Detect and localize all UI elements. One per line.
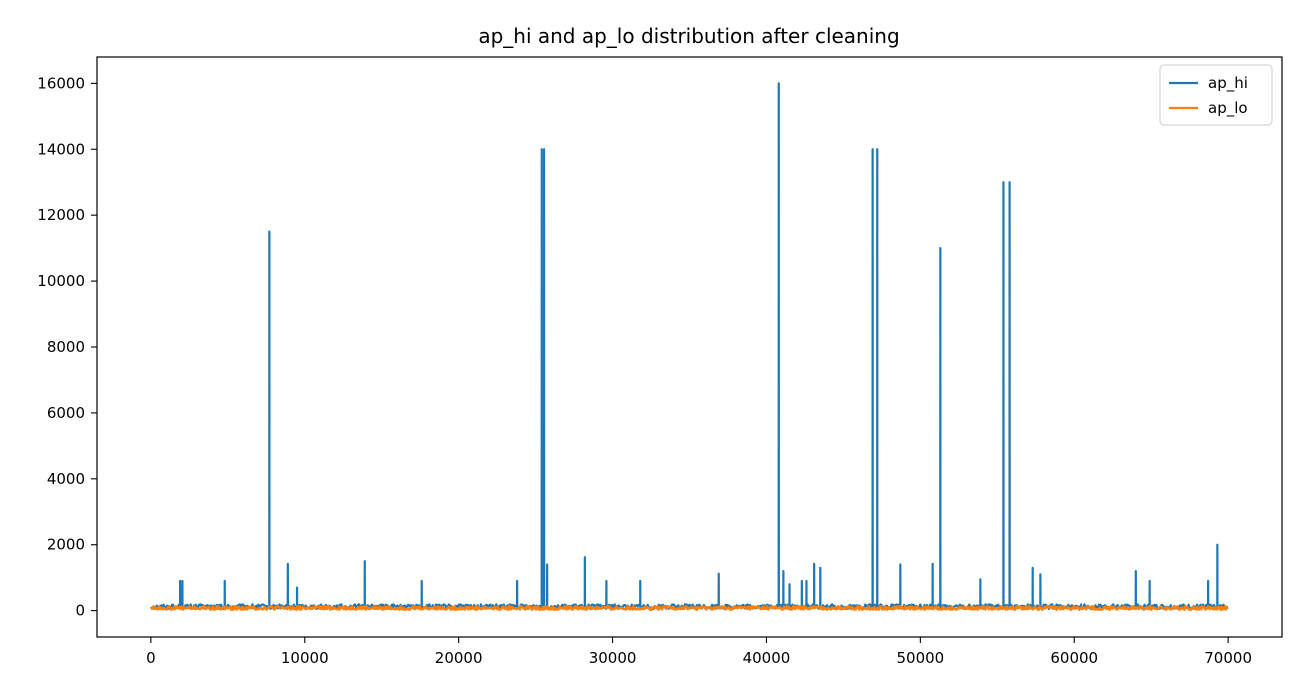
legend-box	[1159, 64, 1273, 126]
x-tick-label: 60000	[1050, 649, 1098, 667]
y-tick-label: 12000	[37, 206, 85, 224]
y-tick-label: 6000	[47, 404, 85, 422]
axes-frame	[96, 56, 1283, 638]
x-tick-label: 10000	[281, 649, 329, 667]
x-tick-label: 50000	[896, 649, 944, 667]
y-tick-label: 10000	[37, 272, 85, 290]
y-tick-label: 0	[75, 602, 85, 620]
y-tick-label: 4000	[47, 470, 85, 488]
y-tick-label: 14000	[37, 140, 85, 158]
chart-title: ap_hi and ap_lo distribution after clean…	[478, 24, 899, 48]
legend-label-ap-hi: ap_hi	[1208, 74, 1248, 93]
axes: 0 10000 20000 30000 40000 50000 60000 70000 0 200…	[37, 56, 1283, 667]
x-tick-label: 40000	[743, 649, 791, 667]
x-tick-label: 0	[146, 649, 156, 667]
plot-area	[150, 82, 1229, 612]
legend-label-ap-lo: ap_lo	[1208, 99, 1248, 118]
x-tick-label: 20000	[435, 649, 483, 667]
series-line-ap-lo	[150, 604, 1229, 612]
x-tick-label: 30000	[589, 649, 637, 667]
x-tick-label: 70000	[1204, 649, 1252, 667]
y-tick-label: 8000	[47, 338, 85, 356]
y-tick-label: 2000	[47, 536, 85, 554]
y-tick-label: 16000	[37, 74, 85, 92]
series-line-ap-hi	[150, 82, 1229, 611]
legend: ap_hi ap_lo	[1159, 64, 1273, 126]
